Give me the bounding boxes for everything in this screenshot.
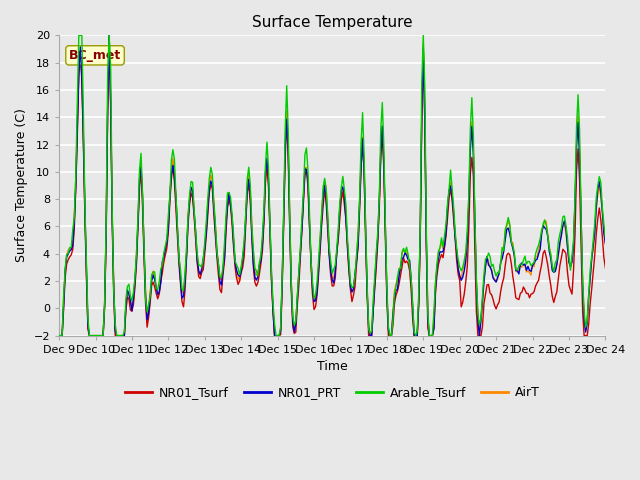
Title: Surface Temperature: Surface Temperature [252,15,413,30]
Legend: NR01_Tsurf, NR01_PRT, Arable_Tsurf, AirT: NR01_Tsurf, NR01_PRT, Arable_Tsurf, AirT [120,382,545,405]
Text: BC_met: BC_met [69,49,121,62]
X-axis label: Time: Time [317,360,348,373]
Y-axis label: Surface Temperature (C): Surface Temperature (C) [15,108,28,263]
